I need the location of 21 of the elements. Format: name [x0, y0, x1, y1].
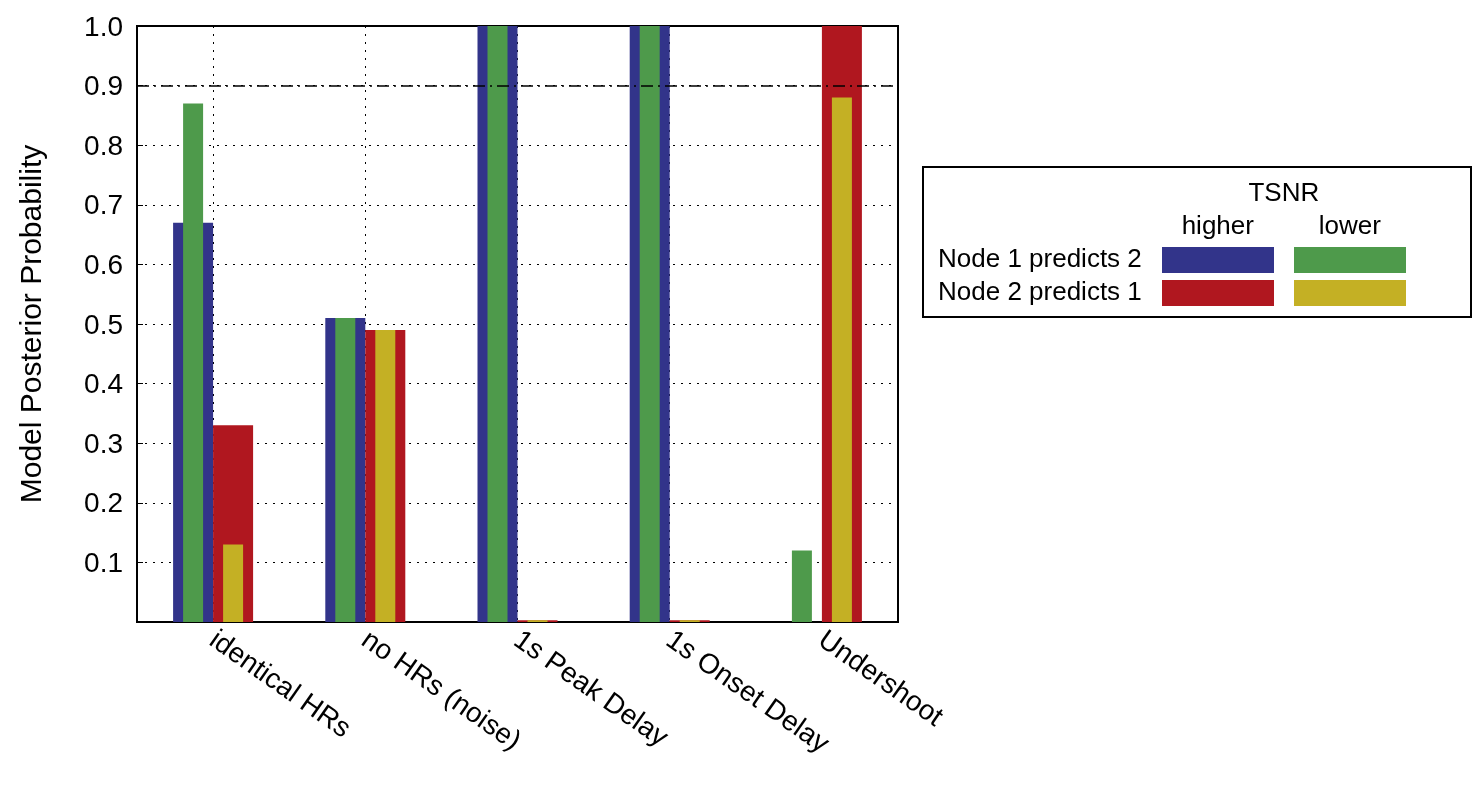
y-tick-label: 0.9 — [84, 70, 123, 102]
y-tick-label: 0.5 — [84, 308, 123, 340]
bar — [335, 318, 356, 622]
y-tick-label: 1.0 — [84, 10, 123, 42]
bar — [375, 329, 396, 622]
bar — [791, 550, 812, 622]
bar — [183, 103, 204, 622]
y-tick-label: 0.1 — [84, 546, 123, 578]
bar — [487, 26, 508, 622]
y-tick-label: 0.8 — [84, 129, 123, 161]
bar — [639, 26, 660, 622]
y-tick-label: 0.4 — [84, 368, 123, 400]
bar — [831, 97, 852, 622]
y-tick-label: 0.3 — [84, 427, 123, 459]
y-tick-label: 0.7 — [84, 189, 123, 221]
y-tick-label: 0.2 — [84, 487, 123, 519]
legend-title: TSNR — [1247, 176, 1321, 209]
key-box: TSNR higher lower Node 1 predicts 2 Node 2 predicts 1 — [922, 166, 1472, 318]
y-axis-title: Model Posterior Probability — [13, 144, 47, 504]
y-tick-label: 0.6 — [84, 248, 123, 280]
bar — [223, 544, 244, 622]
